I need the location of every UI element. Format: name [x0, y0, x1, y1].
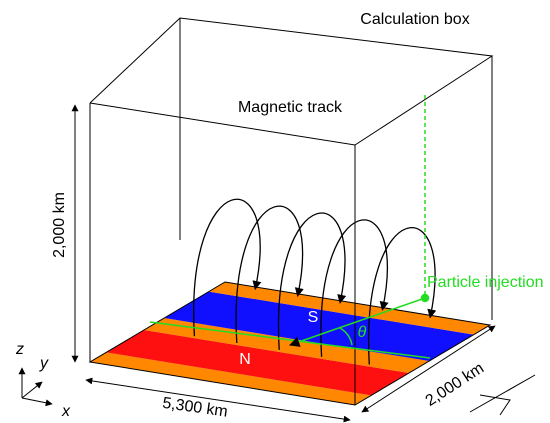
south-pole-label: S	[308, 309, 319, 326]
injection-point	[422, 295, 429, 302]
y-label: y	[39, 355, 49, 372]
x-axis	[22, 398, 52, 404]
north-pole-label: N	[239, 351, 251, 368]
width-label: 2,000 km	[423, 360, 487, 410]
y-axis	[22, 382, 42, 398]
decoration	[470, 375, 535, 415]
length-label: 5,300 km	[161, 395, 229, 421]
height-label: 2,000 km	[51, 192, 68, 258]
magnetic-track-label: Magnetic track	[238, 99, 343, 116]
x-label: x	[61, 403, 71, 420]
z-label: z	[15, 341, 24, 358]
magnetic-plate	[90, 282, 490, 405]
box-top	[90, 18, 492, 145]
particle-injection-label: Particle injection	[427, 274, 544, 291]
angle-label: θ	[358, 324, 367, 341]
diagram: Calculation box Magnetic track 2,000 km …	[0, 0, 550, 423]
calculation-box-label: Calculation box	[360, 11, 469, 28]
